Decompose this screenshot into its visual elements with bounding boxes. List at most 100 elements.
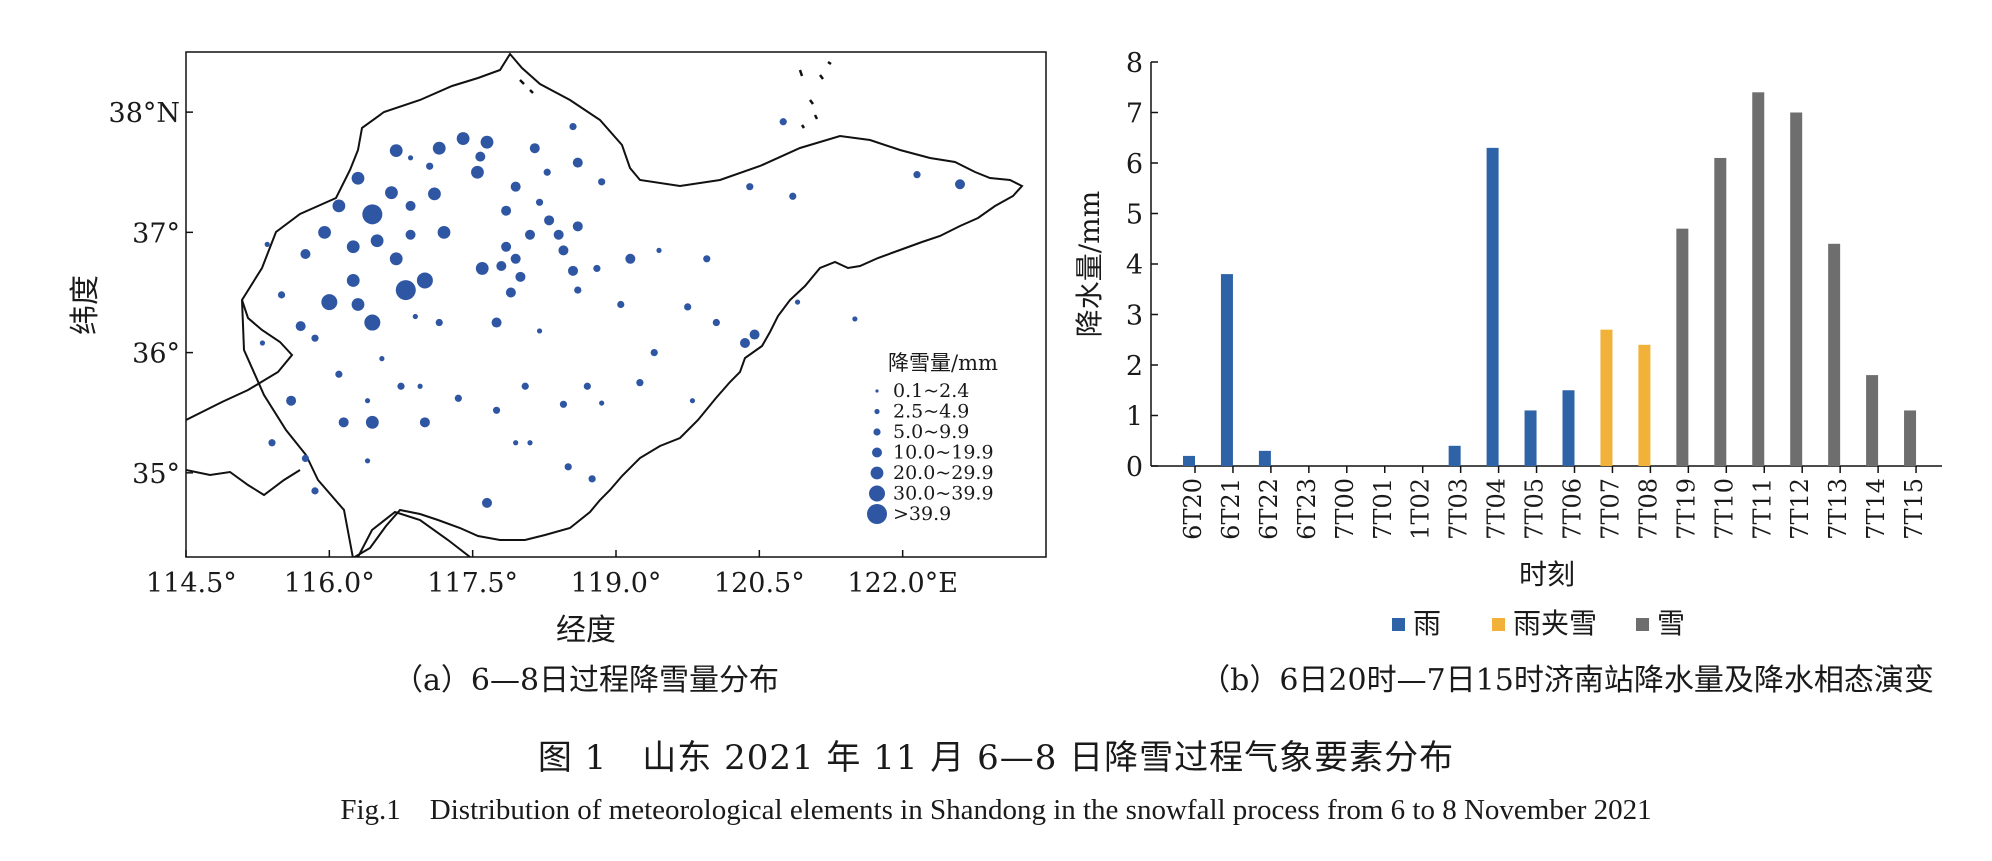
- map-x-tick-label: 122.0°E: [847, 568, 958, 599]
- bar-legend-label: 雪: [1657, 607, 1685, 640]
- station-snowfall-marker: [712, 318, 720, 327]
- precip-bar: [1828, 243, 1841, 466]
- station-snowfall-marker: [419, 417, 430, 428]
- station-snowfall-marker: [574, 286, 582, 294]
- map-x-tick-label: 120.5°: [714, 568, 805, 599]
- map-legend-marker: [873, 428, 881, 436]
- map-x-tick-label: 119.0°: [571, 568, 662, 599]
- bar-y-tick-label: 1: [1126, 402, 1143, 433]
- bar-legend-label: 雨: [1413, 607, 1441, 640]
- station-snowfall-marker: [583, 382, 591, 390]
- bar-legend: 雨 雨夹雪 雪: [1392, 607, 1685, 640]
- station-snowfall-marker: [397, 382, 405, 390]
- station-snowfall-marker: [335, 370, 343, 378]
- station-snowfall-marker: [656, 247, 662, 253]
- bar-x-tick-label: 7T07: [1596, 478, 1624, 540]
- station-snowfall-marker: [510, 253, 521, 264]
- station-snowfall-marker: [364, 314, 381, 331]
- station-snowfall-marker: [852, 316, 858, 322]
- bar-legend-swatch: [1392, 618, 1405, 631]
- precip-bar: [1752, 92, 1765, 467]
- map-x-tick-label: 116.0°: [284, 568, 375, 599]
- station-snowfall-marker: [471, 165, 484, 179]
- station-snowfall-marker: [301, 454, 310, 463]
- shandong-boundary-lines: [186, 52, 1024, 557]
- station-snowfall-marker: [426, 162, 434, 170]
- station-snowfall-marker: [259, 340, 266, 346]
- station-snowfall-marker: [510, 181, 521, 192]
- station-snowfall-marker: [684, 303, 692, 311]
- station-snowfall-marker: [295, 321, 306, 332]
- south-boundary-line: [357, 510, 471, 557]
- bar-x-tick-label: 6T22: [1255, 478, 1283, 540]
- station-snowfall-marker: [569, 122, 577, 131]
- station-snowfall-marker: [789, 192, 797, 200]
- station-snowfall-marker: [364, 398, 371, 404]
- map-x-tick-label: 117.5°: [427, 568, 518, 599]
- station-snowfall-marker: [558, 245, 569, 256]
- bar-x-tick-label: 7T08: [1634, 478, 1662, 540]
- bar-y-tick-label: 7: [1126, 99, 1143, 130]
- precip-bar: [1714, 157, 1727, 466]
- map-legend-marker: [872, 447, 882, 458]
- precip-bar: [1866, 375, 1879, 466]
- bar-x-tick-label: 6T21: [1217, 478, 1245, 540]
- station-snowfall-marker: [311, 334, 319, 342]
- figure-title-chinese: 图 1 山东 2021 年 11 月 6—8 日降雪过程气象要素分布: [537, 738, 1455, 778]
- station-snowfall-marker: [364, 458, 371, 464]
- map-legend-label: 30.0~39.9: [893, 483, 994, 505]
- precip-bar: [1600, 329, 1613, 466]
- station-snowfall-marker: [332, 199, 346, 213]
- station-snowfall-marker: [492, 406, 501, 414]
- station-snowfall-marker: [501, 205, 512, 216]
- station-snowfall-marker: [351, 298, 365, 311]
- station-snowfall-marker: [746, 183, 754, 191]
- map-legend-label: 2.5~4.9: [893, 401, 969, 423]
- bar-x-axis-title: 时刻: [1519, 558, 1575, 591]
- map-legend-marker: [870, 466, 884, 480]
- station-snowfall-marker: [395, 280, 416, 301]
- station-snowfall-marker: [529, 143, 540, 154]
- station-snowfall-marker: [365, 415, 379, 429]
- station-snowfall-marker: [385, 186, 398, 200]
- station-snowfall-marker: [515, 271, 526, 282]
- station-snowfall-marker: [412, 313, 418, 320]
- precip-bar: [1220, 274, 1233, 466]
- station-snowfall-marker: [435, 318, 443, 327]
- bar-x-ticks: 6T20 6T21 6T22 6T23 7T00 7T01 1T02 7T03 7T04 7T05…: [1179, 466, 1928, 540]
- station-snowfall-marker: [351, 171, 365, 185]
- station-snowfall-marker: [559, 400, 568, 408]
- station-snowfall-marker: [501, 241, 512, 252]
- map-panel-caption: （a）6—8日过程降雪量分布: [393, 663, 779, 698]
- bar-x-tick-label: 7T00: [1331, 478, 1359, 540]
- station-snowfall-marker: [572, 221, 583, 232]
- station-snowfall-marker: [264, 241, 270, 247]
- bar-x-tick-label: 7T19: [1672, 478, 1700, 540]
- station-snowfall-marker: [564, 463, 572, 471]
- inner-boundary-line: [186, 299, 294, 421]
- station-snowfall-marker: [318, 225, 331, 239]
- map-latitude-ticks: 35° 36° 37° 38°N: [109, 98, 193, 490]
- bar-panel-caption: （b）6日20时—7日15时济南站降水量及降水相态演变: [1200, 663, 1934, 698]
- map-legend-title: 降雪量/mm: [888, 351, 998, 375]
- station-snowfall-marker: [636, 379, 644, 387]
- map-legend-label: 5.0~9.9: [893, 421, 969, 443]
- bar-series: [1183, 92, 1917, 467]
- map-legend-label: 10.0~19.9: [893, 442, 994, 464]
- bar-x-tick-label: 7T04: [1483, 478, 1511, 540]
- precip-bar: [1258, 450, 1271, 466]
- station-snowfall-marker: [389, 144, 403, 157]
- station-snowfall-marker: [491, 317, 502, 328]
- station-snowfall-marker: [475, 262, 489, 275]
- station-snowfall-marker: [407, 155, 414, 161]
- precip-bar: [1638, 344, 1651, 466]
- map-legend-marker: [874, 408, 880, 415]
- station-snowfall-marker: [794, 299, 801, 305]
- station-snowfall-marker: [703, 255, 711, 263]
- bar-x-tick-label: 7T05: [1521, 478, 1549, 540]
- map-y-tick-label: 36°: [132, 339, 180, 370]
- station-snowfall-marker: [913, 171, 921, 179]
- bar-x-tick-label: 7T10: [1710, 478, 1738, 540]
- map-legend-marker: [875, 389, 879, 393]
